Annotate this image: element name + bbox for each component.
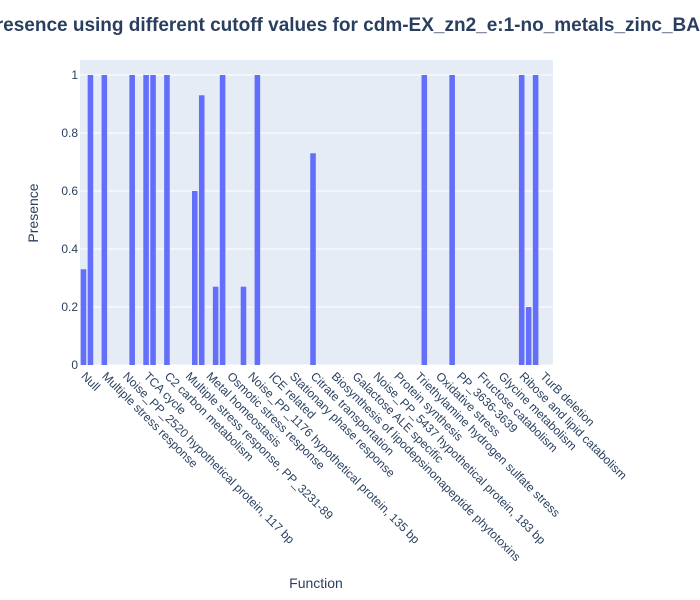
x-tick-label: Null (78, 369, 103, 394)
bar (150, 75, 156, 365)
bar (421, 75, 428, 365)
bar (191, 191, 198, 365)
bar (101, 75, 108, 365)
plot-background (80, 60, 553, 365)
y-tick-label: 0.8 (61, 126, 78, 140)
bar (143, 75, 149, 365)
bar (240, 286, 247, 365)
bar (518, 75, 525, 365)
y-axis-title: Presence (25, 183, 41, 242)
y-tick-label: 0.2 (61, 300, 78, 314)
bar (254, 75, 261, 365)
bar (212, 286, 219, 365)
bar (80, 269, 87, 365)
bar (87, 75, 94, 365)
bar (532, 75, 539, 365)
bar (525, 307, 532, 365)
y-tick-label: 1 (71, 68, 78, 82)
y-tick-label: 0.4 (61, 242, 78, 256)
bar (198, 95, 205, 366)
x-axis-title: Function (289, 575, 343, 591)
bar (310, 153, 316, 365)
bar (219, 75, 226, 365)
bar (449, 75, 455, 365)
bar (129, 75, 135, 365)
y-tick-label: 0.6 (61, 184, 78, 198)
y-tick-label: 0 (71, 358, 78, 372)
chart-title: unction presence using different cutoff … (0, 15, 700, 36)
bar (164, 75, 170, 365)
